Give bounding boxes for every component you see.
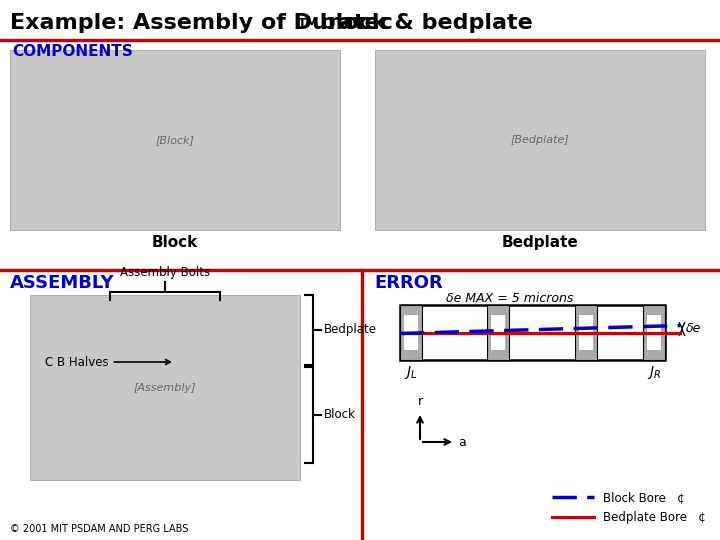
Bar bbox=[400, 305, 422, 360]
Bar bbox=[647, 315, 661, 350]
Text: [Assembly]: [Assembly] bbox=[134, 383, 197, 393]
Bar bbox=[579, 315, 593, 350]
Text: r: r bbox=[418, 395, 423, 408]
Bar bbox=[404, 315, 418, 350]
Text: COMPONENTS: COMPONENTS bbox=[12, 44, 132, 59]
Text: Block: Block bbox=[152, 235, 198, 250]
Text: $J_L$: $J_L$ bbox=[405, 364, 418, 381]
Bar bbox=[10, 50, 340, 230]
Text: [Bedplate]: [Bedplate] bbox=[510, 135, 570, 145]
Text: $J_R$: $J_R$ bbox=[647, 364, 661, 381]
Text: C B Halves: C B Halves bbox=[45, 355, 171, 368]
Text: Example: Assembly of Duratec: Example: Assembly of Duratec bbox=[10, 13, 393, 33]
Bar bbox=[492, 315, 505, 350]
Text: TM: TM bbox=[298, 17, 319, 30]
Bar bbox=[487, 305, 510, 360]
Text: Block: Block bbox=[324, 408, 356, 422]
Text: δe MAX = 5 microns: δe MAX = 5 microns bbox=[446, 292, 574, 305]
Legend: Block Bore   ¢, Bedplate Bore   ¢: Block Bore ¢, Bedplate Bore ¢ bbox=[547, 486, 711, 529]
Text: Bedplate: Bedplate bbox=[324, 323, 377, 336]
Text: block & bedplate: block & bedplate bbox=[312, 13, 533, 33]
Text: a: a bbox=[458, 435, 466, 449]
Text: © 2001 MIT PSDAM AND PERG LABS: © 2001 MIT PSDAM AND PERG LABS bbox=[10, 524, 189, 534]
Bar bbox=[400, 305, 665, 360]
Text: ERROR: ERROR bbox=[374, 274, 443, 292]
Bar bbox=[30, 295, 300, 480]
Bar bbox=[643, 305, 665, 360]
Bar bbox=[575, 305, 597, 360]
Bar bbox=[375, 50, 705, 230]
Text: Bedplate: Bedplate bbox=[502, 235, 578, 250]
Text: ASSEMBLY: ASSEMBLY bbox=[10, 274, 114, 292]
Text: δe: δe bbox=[686, 322, 701, 335]
Text: Assembly Bolts: Assembly Bolts bbox=[120, 266, 210, 279]
Text: [Block]: [Block] bbox=[156, 135, 194, 145]
